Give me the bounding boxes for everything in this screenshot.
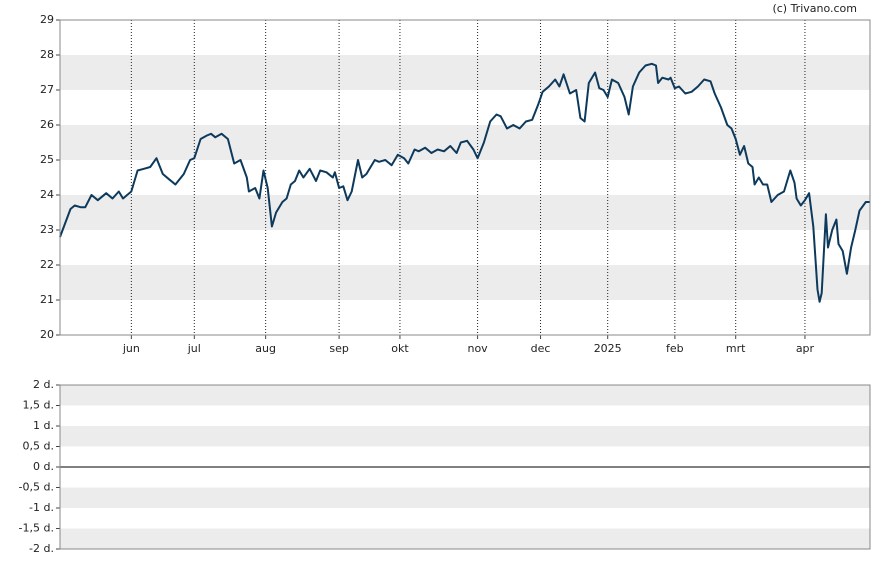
x-tick-label: mrt bbox=[726, 342, 746, 355]
y-tick-label: 21 bbox=[40, 293, 54, 306]
y-tick-label: 20 bbox=[40, 328, 54, 341]
y-tick-label: 0 d. bbox=[33, 460, 54, 473]
y-tick-label: 26 bbox=[40, 118, 54, 131]
price-line bbox=[59, 62, 870, 303]
band bbox=[60, 528, 870, 549]
source: (c) Trivano.com bbox=[772, 2, 857, 15]
y-tick-label: -0,5 d. bbox=[19, 481, 54, 494]
y-tick-label: 27 bbox=[40, 83, 54, 96]
band bbox=[60, 195, 870, 230]
x-tick-label: feb bbox=[666, 342, 684, 355]
x-tick-label: jun bbox=[122, 342, 140, 355]
x-tick-label: nov bbox=[467, 342, 488, 355]
band bbox=[60, 426, 870, 447]
plot-border bbox=[59, 19, 871, 336]
y-tick-label: 1 d. bbox=[33, 419, 54, 432]
y-tick-label: 24 bbox=[40, 188, 54, 201]
y-tick-label: 1,5 d. bbox=[23, 399, 54, 412]
y-tick-label: 2 d. bbox=[33, 378, 54, 391]
y-tick-label: -1 d. bbox=[29, 501, 54, 514]
y-tick-label: 28 bbox=[40, 48, 54, 61]
x-tick-label: apr bbox=[796, 342, 815, 355]
y-tick-label: 23 bbox=[40, 223, 54, 236]
band bbox=[60, 385, 870, 406]
x-tick-label: dec bbox=[531, 342, 551, 355]
band bbox=[60, 265, 870, 300]
x-tick-label: jul bbox=[187, 342, 201, 355]
y-tick-label: 29 bbox=[40, 13, 54, 26]
band bbox=[60, 125, 870, 160]
y-tick-label: -1,5 d. bbox=[19, 522, 54, 535]
y-tick-label: 25 bbox=[40, 153, 54, 166]
y-tick-label: 22 bbox=[40, 258, 54, 271]
x-tick-label: aug bbox=[255, 342, 276, 355]
x-tick-label: sep bbox=[329, 342, 348, 355]
band bbox=[60, 55, 870, 90]
y-tick-label: -2 d. bbox=[29, 542, 54, 555]
x-tick-label: okt bbox=[391, 342, 409, 355]
plot-border bbox=[59, 384, 871, 550]
band bbox=[60, 487, 870, 508]
x-tick-label: 2025 bbox=[594, 342, 622, 355]
y-tick-label: 0,5 d. bbox=[23, 440, 54, 453]
